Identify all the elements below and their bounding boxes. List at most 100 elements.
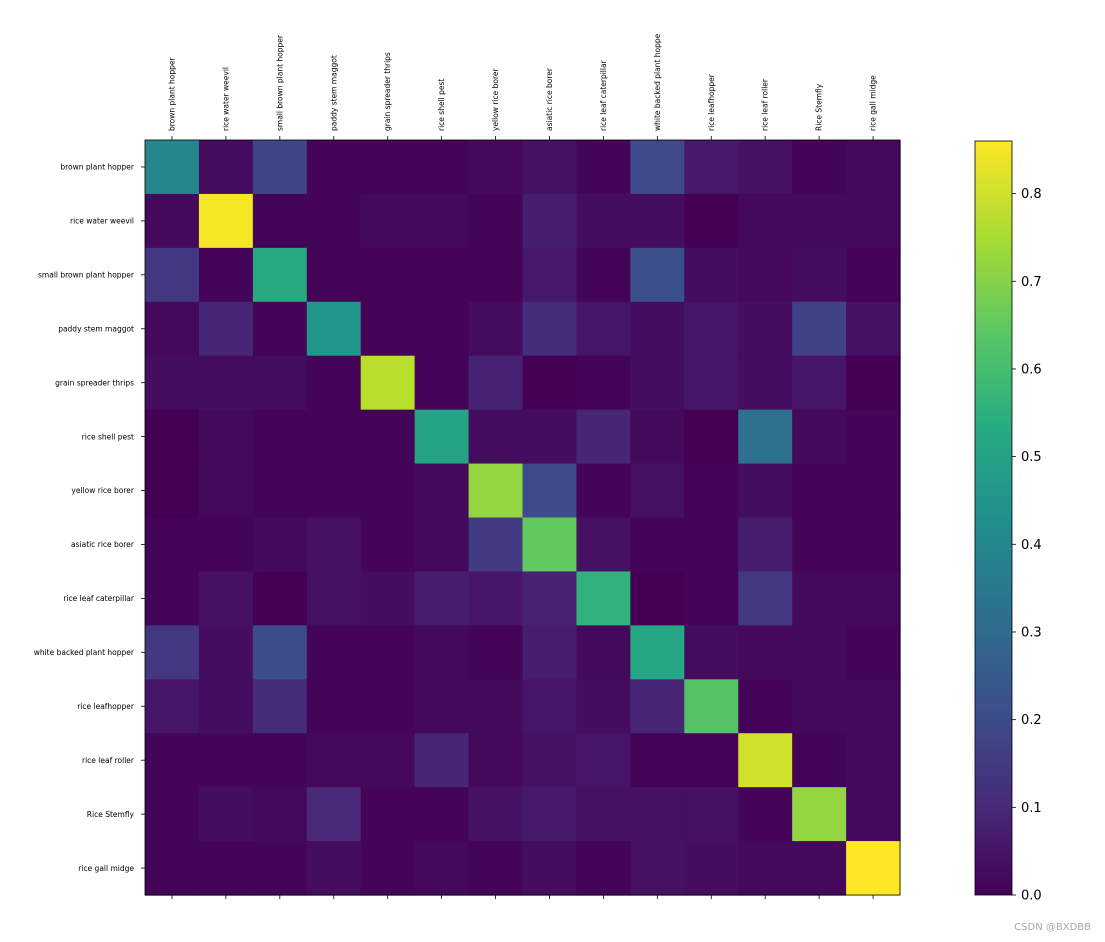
heatmap-cell: rice gall midge / rice leafhopper: 0.03 [684, 841, 739, 896]
colorbar-frame [974, 140, 1013, 896]
x-tick-label: rice gall midge [869, 75, 878, 131]
heatmap-cell: grain spreader thrips / brown plant hopp… [145, 355, 200, 411]
heatmap-cell: paddy stem maggot / grain spreader thrip… [360, 301, 416, 357]
heatmap-cell: grain spreader thrips / paddy stem maggo… [306, 355, 362, 411]
y-tick-label: rice water weevil [70, 217, 134, 226]
heatmap-cell: Rice Stemfly / asiatic rice borer: 0.06 [522, 787, 578, 842]
colorbar-tick-label: 0.4 [1021, 538, 1042, 553]
heatmap-cell: grain spreader thrips / white backed pla… [630, 355, 685, 411]
heatmap-cell: brown plant hopper / grain spreader thri… [360, 140, 416, 195]
heatmap-cell: rice leaf caterpillar / asiatic rice bor… [522, 571, 578, 626]
colorbar: 0.0 0.1 0.2 0.3 0.4 0.5 0.6 0.7 0.8 [974, 140, 1042, 904]
heatmap-cell: brown plant hopper / Rice Stemfly: 0.01 [792, 140, 847, 195]
heatmap-cell: Rice Stemfly / white backed plant hoppe:… [630, 787, 685, 842]
heatmap-cell: grain spreader thrips / rice shell pest:… [414, 355, 470, 411]
heatmap-cell: Rice Stemfly / rice leaf caterpillar: 0.… [576, 787, 631, 842]
y-axis-left: brown plant hopper rice water weevil small… [34, 163, 145, 873]
heatmap-cell: white backed plant hopper / grain spread… [360, 625, 416, 680]
heatmap-cell: rice leaf caterpillar / Rice Stemfly: 0.… [792, 571, 847, 626]
heatmap-cell: rice leaf roller / white backed plant ho… [630, 733, 685, 788]
heatmap-cell: rice leaf roller / rice shell pest: 0.09 [414, 733, 470, 788]
heatmap-cell: rice leafhopper / rice leafhopper: 0.63 [684, 679, 739, 734]
y-tick-label: grain spreader thrips [55, 378, 134, 387]
watermark-text: CSDN @BXDBB [1014, 922, 1091, 933]
heatmap-cell: brown plant hopper / rice water weevil: … [198, 140, 254, 195]
x-tick-label: rice leafhopper [707, 73, 716, 131]
heatmap-cell: brown plant hopper / rice leafhopper: 0.… [684, 140, 739, 195]
heatmap-cell: grain spreader thrips / rice gall midge:… [846, 355, 901, 411]
heatmap-cell: brown plant hopper / paddy stem maggot: … [306, 140, 362, 195]
heatmap-cell: small brown plant hopper / rice leafhopp… [684, 247, 739, 303]
heatmap-cell: small brown plant hopper / brown plant h… [145, 247, 200, 303]
heatmap-cell: rice leaf caterpillar / small brown plan… [252, 571, 308, 626]
heatmap-cell: rice gall midge / rice leaf caterpillar:… [576, 841, 631, 896]
heatmap-cell: rice water weevil / white backed plant h… [630, 193, 685, 249]
y-tick-label: paddy stem maggot [58, 324, 134, 333]
heatmap-cell: rice leaf roller / rice leaf roller: 0.8 [738, 733, 793, 788]
heatmap-cell: rice leafhopper / grain spreader thrips:… [360, 679, 416, 734]
x-tick-label: yellow rice borer [491, 68, 500, 131]
heatmap-cell: asiatic rice borer / Rice Stemfly: 0.01 [792, 517, 847, 573]
heatmap-cell: paddy stem maggot / rice leafhopper: 0.0… [684, 301, 739, 357]
heatmap-cell: grain spreader thrips / asiatic rice bor… [522, 355, 578, 411]
heatmap-cell: rice water weevil / rice water weevil: 0… [198, 193, 254, 249]
heatmap-cell: Rice Stemfly / rice leafhopper: 0.04 [684, 787, 739, 842]
x-tick-label: small brown plant hopper [275, 34, 284, 131]
heatmap-cell: rice gall midge / paddy stem maggot: 0.0… [306, 841, 362, 896]
y-tick-label: rice shell pest [82, 432, 134, 441]
heatmap-cell: rice gall midge / grain spreader thrips:… [360, 841, 416, 896]
colorbar-tick-label: 0.5 [1021, 450, 1042, 465]
colorbar-tick-label: 0.6 [1021, 362, 1042, 377]
heatmap-cell: grain spreader thrips / small brown plan… [252, 355, 308, 411]
x-tick-label: paddy stem maggot [329, 55, 338, 131]
heatmap-cell: rice leafhopper / brown plant hopper: 0.… [145, 679, 200, 734]
heatmap-cell: rice gall midge / small brown plant hopp… [252, 841, 308, 896]
heatmap-cell: paddy stem maggot / rice leaf roller: 0.… [738, 301, 793, 357]
colorbar-tick-label: 0.8 [1021, 187, 1042, 202]
heatmap-cell: rice water weevil / brown plant hopper: … [145, 193, 200, 249]
heatmap-cell: rice leaf roller / rice gall midge: 0.02 [846, 733, 901, 788]
heatmap-cell: Rice Stemfly / rice leaf roller: 0.01 [738, 787, 793, 842]
heatmap-cell: paddy stem maggot / rice water weevil: 0… [198, 301, 254, 357]
heatmap-cell: paddy stem maggot / asiatic rice borer: … [522, 301, 578, 357]
heatmap-cell: grain spreader thrips / yellow rice bore… [468, 355, 524, 411]
heatmap-cell: grain spreader thrips / rice leafhopper:… [684, 355, 739, 411]
heatmap-cell: rice leaf caterpillar / rice leafhopper:… [684, 571, 739, 626]
heatmap-cell: asiatic rice borer / paddy stem maggot: … [306, 517, 362, 573]
heatmap-cell: rice leaf caterpillar / grain spreader t… [360, 571, 416, 626]
heatmap-cell: rice shell pest / rice gall midge: 0.01 [846, 409, 901, 465]
heatmap-cell: rice water weevil / grain spreader thrip… [360, 193, 416, 249]
heatmap-cell: paddy stem maggot / brown plant hopper: … [145, 301, 200, 357]
heatmap-plot-area: brown plant hopper / brown plant hopper:… [144, 139, 901, 896]
heatmap-cell: rice leafhopper / yellow rice borer: 0.0… [468, 679, 524, 734]
plot-frame [144, 139, 901, 896]
heatmap-cell: rice gall midge / yellow rice borer: 0.0… [468, 841, 524, 896]
heatmap-cell: grain spreader thrips / rice water weevi… [198, 355, 254, 411]
heatmap-cell: yellow rice borer / asiatic rice borer: … [522, 463, 578, 519]
heatmap-cell: rice leaf roller / rice water weevil: 0.… [198, 733, 254, 788]
heatmap-cell: yellow rice borer / white backed plant h… [630, 463, 685, 519]
colorbar-tick-label: 0.0 [1021, 889, 1042, 904]
heatmap-cell: rice gall midge / rice water weevil: 0.0… [198, 841, 254, 896]
y-tick-label: small brown plant hopper [38, 271, 135, 280]
heatmap-cell: small brown plant hopper / rice leaf rol… [738, 247, 793, 303]
y-tick-label: rice leaf roller [82, 756, 135, 765]
heatmap-cell: small brown plant hopper / rice water we… [198, 247, 254, 303]
heatmap-cell: paddy stem maggot / rice shell pest: 0.0… [414, 301, 470, 357]
heatmap-cell: rice shell pest / rice shell pest: 0.5 [414, 409, 470, 465]
heatmap-cell: white backed plant hopper / Rice Stemfly… [792, 625, 847, 680]
heatmap-cell: rice leaf roller / asiatic rice borer: 0… [522, 733, 578, 788]
heatmap-cell: yellow rice borer / rice water weevil: 0… [198, 463, 254, 519]
heatmap-cell: rice leafhopper / rice leaf roller: 0.01 [738, 679, 793, 734]
x-tick-label: brown plant hopper [167, 56, 176, 131]
y-tick-label: rice gall midge [78, 864, 134, 873]
heatmap-cell: rice shell pest / white backed plant hop… [630, 409, 685, 465]
colorbar-tick-label: 0.2 [1021, 713, 1042, 728]
x-tick-label: white backed plant hoppe [653, 33, 662, 131]
heatmap-cell: rice gall midge / Rice Stemfly: 0.02 [792, 841, 847, 896]
heatmap-cell: brown plant hopper / rice leaf caterpill… [576, 140, 631, 195]
heatmap-cell: yellow rice borer / rice leaf caterpilla… [576, 463, 631, 519]
heatmap-cell: white backed plant hopper / small brown … [252, 625, 308, 680]
heatmap-cell: rice water weevil / small brown plant ho… [252, 193, 308, 249]
